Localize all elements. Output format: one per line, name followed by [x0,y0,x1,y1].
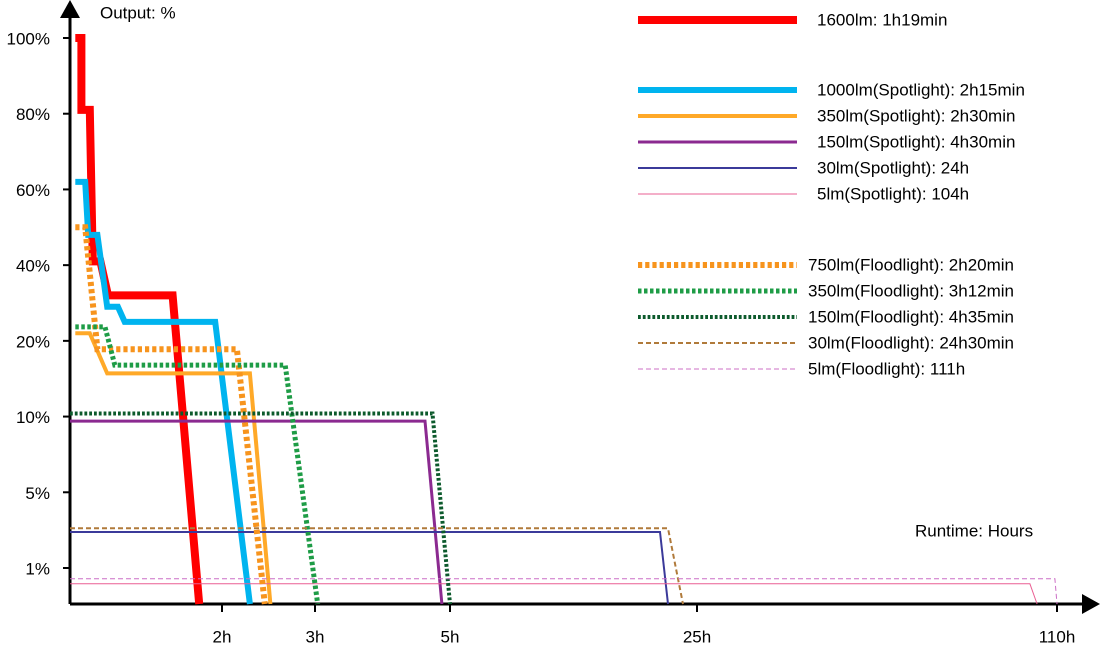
series-line [70,531,669,605]
series-line [70,583,1038,605]
legend-label: 30lm(Floodlight): 24h30min [808,333,1014,352]
x-tick-label: 25h [683,627,711,646]
legend-label: 1000lm(Spotlight): 2h15min [817,80,1025,99]
series-line [70,419,444,605]
series-line [75,34,204,605]
y-tick-label: 80% [16,105,50,124]
legend-label: 5lm(Floodlight): 111h [808,359,965,378]
series-line [75,224,268,605]
series-line [75,324,321,605]
y-tick-label: 1% [25,559,50,578]
y-tick-label: 40% [16,257,50,276]
series-line [70,578,1058,605]
series-line [70,411,452,605]
y-tick-label: 60% [16,181,50,200]
x-tick-label: 3h [306,627,325,646]
legend-label: 350lm(Spotlight): 2h30min [817,106,1015,125]
x-axis-arrow [1082,594,1100,614]
x-tick-label: 5h [441,627,460,646]
legend-label: 150lm(Spotlight): 4h30min [817,132,1015,151]
y-axis-arrow [60,0,80,18]
legend-label: 750lm(Floodlight): 2h20min [808,255,1014,274]
y-axis-title: Output: % [100,3,176,22]
x-tick-label: 2h [213,627,232,646]
series-line [75,331,273,605]
legend-label: 150lm(Floodlight): 4h35min [808,307,1014,326]
series-line [70,527,684,605]
legend-label: 350lm(Floodlight): 3h12min [808,281,1014,300]
y-tick-label: 10% [16,408,50,427]
series-line [75,178,253,605]
x-axis-title: Runtime: Hours [915,521,1033,540]
legend-label: 30lm(Spotlight): 24h [817,158,969,177]
legend-label: 1600lm: 1h19min [817,10,947,29]
x-tick-label: 110h [1039,627,1076,646]
y-tick-label: 100% [7,29,50,48]
legend-label: 5lm(Spotlight): 104h [817,184,969,203]
y-tick-label: 20% [16,332,50,351]
y-tick-label: 5% [25,484,50,503]
